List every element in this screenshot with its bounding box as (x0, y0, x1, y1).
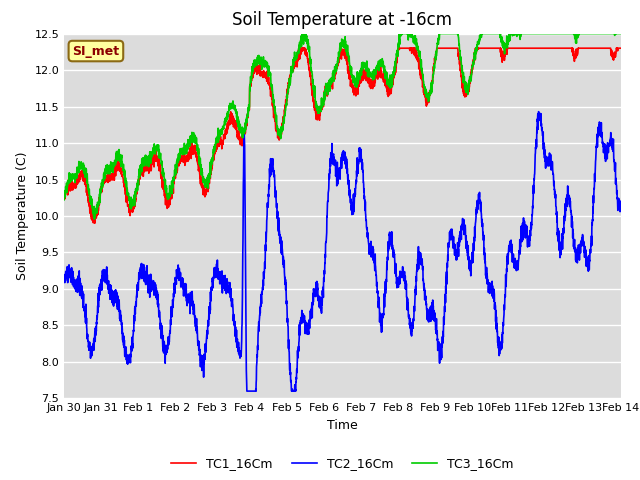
Text: SI_met: SI_met (72, 45, 120, 58)
TC1_16Cm (60, 192, 68, 198)
TC1_16Cm (124, 204, 132, 209)
TC2_16Cm (298, 308, 306, 313)
TC2_16Cm (274, 209, 282, 215)
Line: TC1_16Cm: TC1_16Cm (64, 48, 621, 223)
Line: TC3_16Cm: TC3_16Cm (64, 34, 621, 219)
TC3_16Cm (157, 155, 164, 161)
TC1_16Cm (617, 45, 625, 51)
TC1_16Cm (606, 45, 614, 51)
TC2_16Cm (157, 320, 164, 326)
TC2_16Cm (60, 272, 68, 278)
Title: Soil Temperature at -16cm: Soil Temperature at -16cm (232, 11, 452, 29)
TC1_16Cm (157, 172, 164, 178)
TC2_16Cm (124, 359, 131, 365)
TC3_16Cm (298, 31, 306, 36)
TC3_16Cm (91, 216, 99, 222)
TC2_16Cm (606, 140, 614, 146)
TC2_16Cm (534, 109, 542, 115)
TC3_16Cm (547, 31, 554, 36)
TC1_16Cm (91, 220, 99, 226)
X-axis label: Time: Time (327, 419, 358, 432)
TC3_16Cm (60, 190, 68, 195)
TC1_16Cm (274, 135, 282, 141)
Legend: TC1_16Cm, TC2_16Cm, TC3_16Cm: TC1_16Cm, TC2_16Cm, TC3_16Cm (166, 452, 518, 475)
TC2_16Cm (243, 388, 251, 394)
TC2_16Cm (617, 199, 625, 205)
TC3_16Cm (606, 31, 614, 36)
TC2_16Cm (547, 162, 554, 168)
TC1_16Cm (296, 45, 303, 51)
TC3_16Cm (617, 31, 625, 36)
TC3_16Cm (298, 36, 306, 42)
Y-axis label: Soil Temperature (C): Soil Temperature (C) (16, 152, 29, 280)
TC1_16Cm (547, 45, 554, 51)
TC1_16Cm (298, 45, 306, 51)
Line: TC2_16Cm: TC2_16Cm (64, 112, 621, 391)
TC3_16Cm (274, 127, 282, 133)
TC3_16Cm (124, 192, 132, 198)
